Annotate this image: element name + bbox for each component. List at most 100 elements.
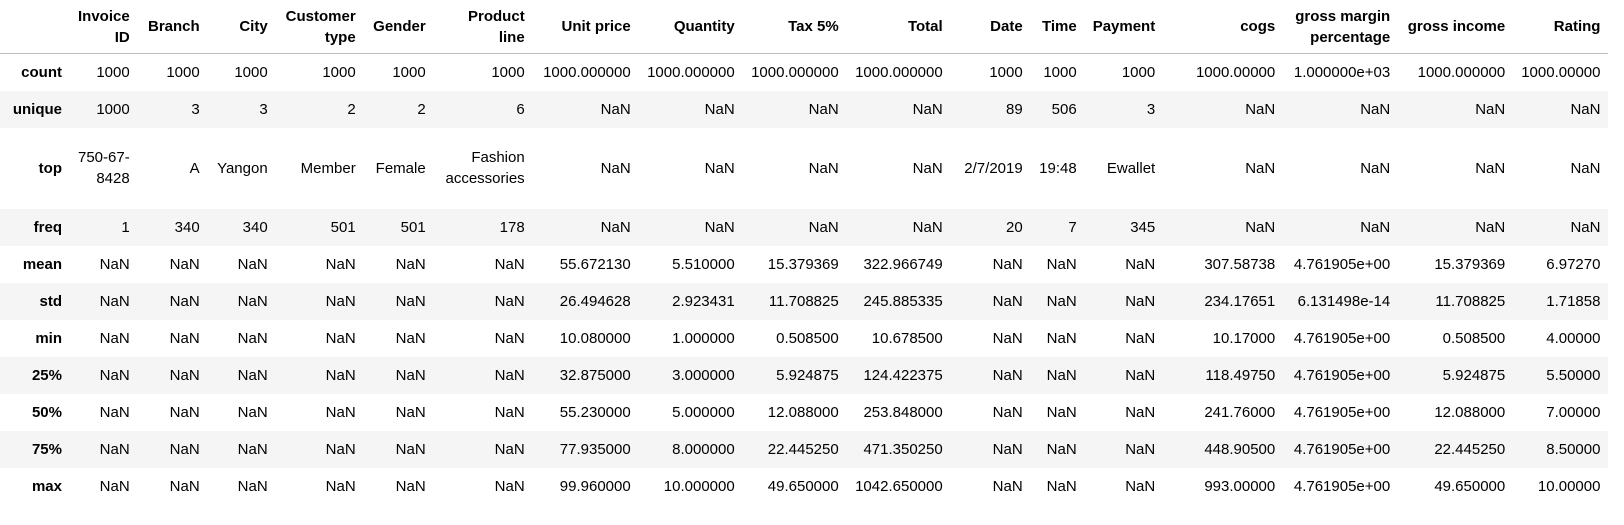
table-cell: 19:48: [1039, 159, 1077, 177]
table-cell: 245.885335: [863, 292, 943, 310]
table-cell: 1000.00000: [1521, 63, 1601, 81]
table-cell: NaN: [1046, 477, 1077, 495]
table-cell: 20: [1006, 218, 1023, 236]
table-cell: NaN: [494, 477, 525, 495]
table-cell: 49.650000: [1434, 477, 1506, 495]
table-cell: 234.17651: [1204, 292, 1276, 310]
table-cell: 471.350250: [863, 440, 943, 458]
table-cell: NaN: [237, 477, 268, 495]
table-cell: 1000: [96, 100, 130, 118]
table-cell: 118.49750: [1205, 366, 1276, 384]
table-cell: 49.650000: [767, 477, 839, 495]
table-cell: 1000.000000: [647, 63, 735, 81]
row-label: top: [38, 159, 62, 177]
table-cell: NaN: [237, 255, 268, 273]
table-cell: 6.131498e-14: [1297, 292, 1391, 310]
table-cell: 12.088000: [1434, 403, 1506, 421]
table-cell: NaN: [992, 292, 1023, 310]
column-header: Rating: [1513, 0, 1609, 54]
table-cell: 4.761905e+00: [1293, 440, 1391, 458]
table-cell: NaN: [325, 292, 356, 310]
table-row: 75% NaN NaN NaN NaN NaN NaN 77.935000 8.000000 22…: [0, 430, 1609, 468]
table-cell: NaN: [169, 255, 200, 273]
table-cell: 501: [400, 218, 426, 236]
table-cell: NaN: [325, 329, 356, 347]
table-cell: 1000: [96, 63, 130, 81]
table-cell: NaN: [808, 100, 839, 118]
table-cell: 5.510000: [672, 255, 735, 273]
table-cell: 1000.000000: [855, 63, 943, 81]
table-cell: 1000: [392, 63, 426, 81]
row-label: 50%: [31, 403, 62, 421]
table-cell: 11.708825: [768, 292, 839, 310]
table-cell: NaN: [1360, 100, 1391, 118]
table-cell: 345: [1130, 218, 1156, 236]
row-label: freq: [33, 218, 62, 236]
table-cell: NaN: [1245, 100, 1276, 118]
table-cell: NaN: [1125, 403, 1156, 421]
table-cell: NaN: [1245, 218, 1276, 236]
table-cell: 2.923431: [672, 292, 735, 310]
table-cell: 993.00000: [1204, 477, 1276, 495]
table-cell: 1.000000: [672, 329, 735, 347]
table-cell: NaN: [808, 218, 839, 236]
table-cell: NaN: [395, 440, 426, 458]
table-cell: NaN: [1360, 218, 1391, 236]
table-cell: 506: [1051, 100, 1077, 118]
table-cell: 99.960000: [559, 477, 631, 495]
table-cell: NaN: [99, 255, 130, 273]
table-cell: NaN: [169, 329, 200, 347]
table-cell: NaN: [1125, 255, 1156, 273]
table-cell: 1042.650000: [855, 477, 943, 495]
table-cell: NaN: [1046, 329, 1077, 347]
column-header: Customer type: [275, 0, 364, 54]
table-cell: NaN: [912, 100, 943, 118]
table-cell: 5.924875: [1442, 366, 1506, 384]
table-cell: Yangon: [217, 159, 268, 177]
table-cell: NaN: [1570, 100, 1601, 118]
table-cell: 8.50000: [1546, 440, 1601, 458]
table-cell: 241.76000: [1204, 403, 1276, 421]
table-cell: NaN: [600, 100, 631, 118]
table-cell: NaN: [992, 255, 1023, 273]
row-label: unique: [12, 100, 62, 118]
table-cell: NaN: [325, 403, 356, 421]
table-cell: NaN: [1125, 329, 1156, 347]
table-cell: NaN: [169, 366, 200, 384]
column-header: Product line: [433, 0, 533, 54]
row-label: 25%: [31, 366, 62, 384]
table-cell: 4.761905e+00: [1293, 366, 1391, 384]
table-row: count 1000 1000 1000 1000 1000 1000 1000.000000…: [0, 54, 1608, 91]
table-cell: 4.761905e+00: [1293, 403, 1391, 421]
column-header: gross income: [1398, 0, 1514, 54]
table-cell: 15.379369: [1434, 255, 1506, 273]
table-cell: 501: [330, 218, 356, 236]
table-cell: 1.71858: [1546, 292, 1601, 310]
table-cell: 55.672130: [559, 255, 631, 273]
table-cell: 7: [1068, 218, 1077, 236]
table-cell: 2: [347, 100, 356, 118]
table-cell: NaN: [395, 477, 426, 495]
row-label: mean: [22, 255, 62, 273]
table-cell: NaN: [494, 255, 525, 273]
table-cell: 2/7/2019: [964, 159, 1023, 177]
table-cell: NaN: [325, 477, 356, 495]
table-cell: Female: [375, 159, 426, 177]
table-cell: 124.422375: [863, 366, 943, 384]
table-cell: 3: [191, 100, 200, 118]
table-cell: 448.90500: [1204, 440, 1276, 458]
table-cell: Fashion accessories: [445, 149, 525, 187]
table-cell: NaN: [325, 255, 356, 273]
column-header: City: [207, 0, 276, 54]
table-row: 50% NaN NaN NaN NaN NaN NaN 55.230000 5.000000 12…: [0, 394, 1608, 431]
table-cell: 1000.00000: [1195, 63, 1276, 81]
table-cell: NaN: [1125, 366, 1156, 384]
table-cell: 0.508500: [1442, 329, 1506, 347]
table-cell: NaN: [494, 366, 525, 384]
table-cell: NaN: [395, 255, 426, 273]
column-header: Time: [1030, 0, 1085, 54]
table-cell: 77.935000: [559, 440, 631, 458]
describe-table: Invoice ID Branch City Customer type Gender P…: [0, 0, 1609, 495]
row-label: std: [39, 292, 63, 310]
table-cell: NaN: [325, 366, 356, 384]
